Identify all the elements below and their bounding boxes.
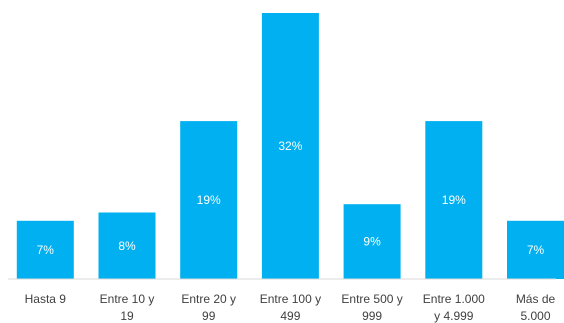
bar-2 xyxy=(180,121,238,279)
category-label-4-line-0: Entre 500 y xyxy=(341,292,402,306)
value-label-1: 8% xyxy=(118,239,136,253)
category-label-4-line-1: 999 xyxy=(362,309,382,323)
category-label-3-line-1: 499 xyxy=(280,309,300,323)
bar-1 xyxy=(98,212,156,279)
value-label-2: 19% xyxy=(197,193,221,207)
bar-3 xyxy=(261,13,319,279)
value-labels-group: 7% 8% 19% 32% 9% 19% 7% xyxy=(37,139,545,257)
value-label-0: 7% xyxy=(37,243,55,257)
category-label-5-line-0: Entre 1.000 xyxy=(423,292,485,306)
category-label-3-line-0: Entre 100 y xyxy=(260,292,321,306)
value-label-4: 9% xyxy=(363,235,381,249)
bars-group xyxy=(16,13,564,279)
bar-4 xyxy=(343,204,401,279)
category-label-1-line-1: 19 xyxy=(120,309,134,323)
category-label-0-line-0: Hasta 9 xyxy=(25,292,67,306)
category-label-2-line-1: 99 xyxy=(202,309,216,323)
value-label-5: 19% xyxy=(442,193,466,207)
category-label-6-line-1: 5.000 xyxy=(520,309,550,323)
bar-6 xyxy=(507,220,564,279)
category-label-5-line-1: y 4.999 xyxy=(434,309,474,323)
category-label-2-line-0: Entre 20 y xyxy=(181,292,236,306)
value-label-6: 7% xyxy=(527,243,545,257)
category-label-6-line-0: Más de xyxy=(516,292,556,306)
bar-0 xyxy=(16,220,74,279)
bar-5 xyxy=(425,121,483,279)
category-labels-group: Hasta 9 Entre 10 y 19 Entre 20 y 99 Entre 100… xyxy=(25,292,556,323)
category-label-1-line-0: Entre 10 y xyxy=(100,292,155,306)
value-label-3: 32% xyxy=(278,139,302,153)
